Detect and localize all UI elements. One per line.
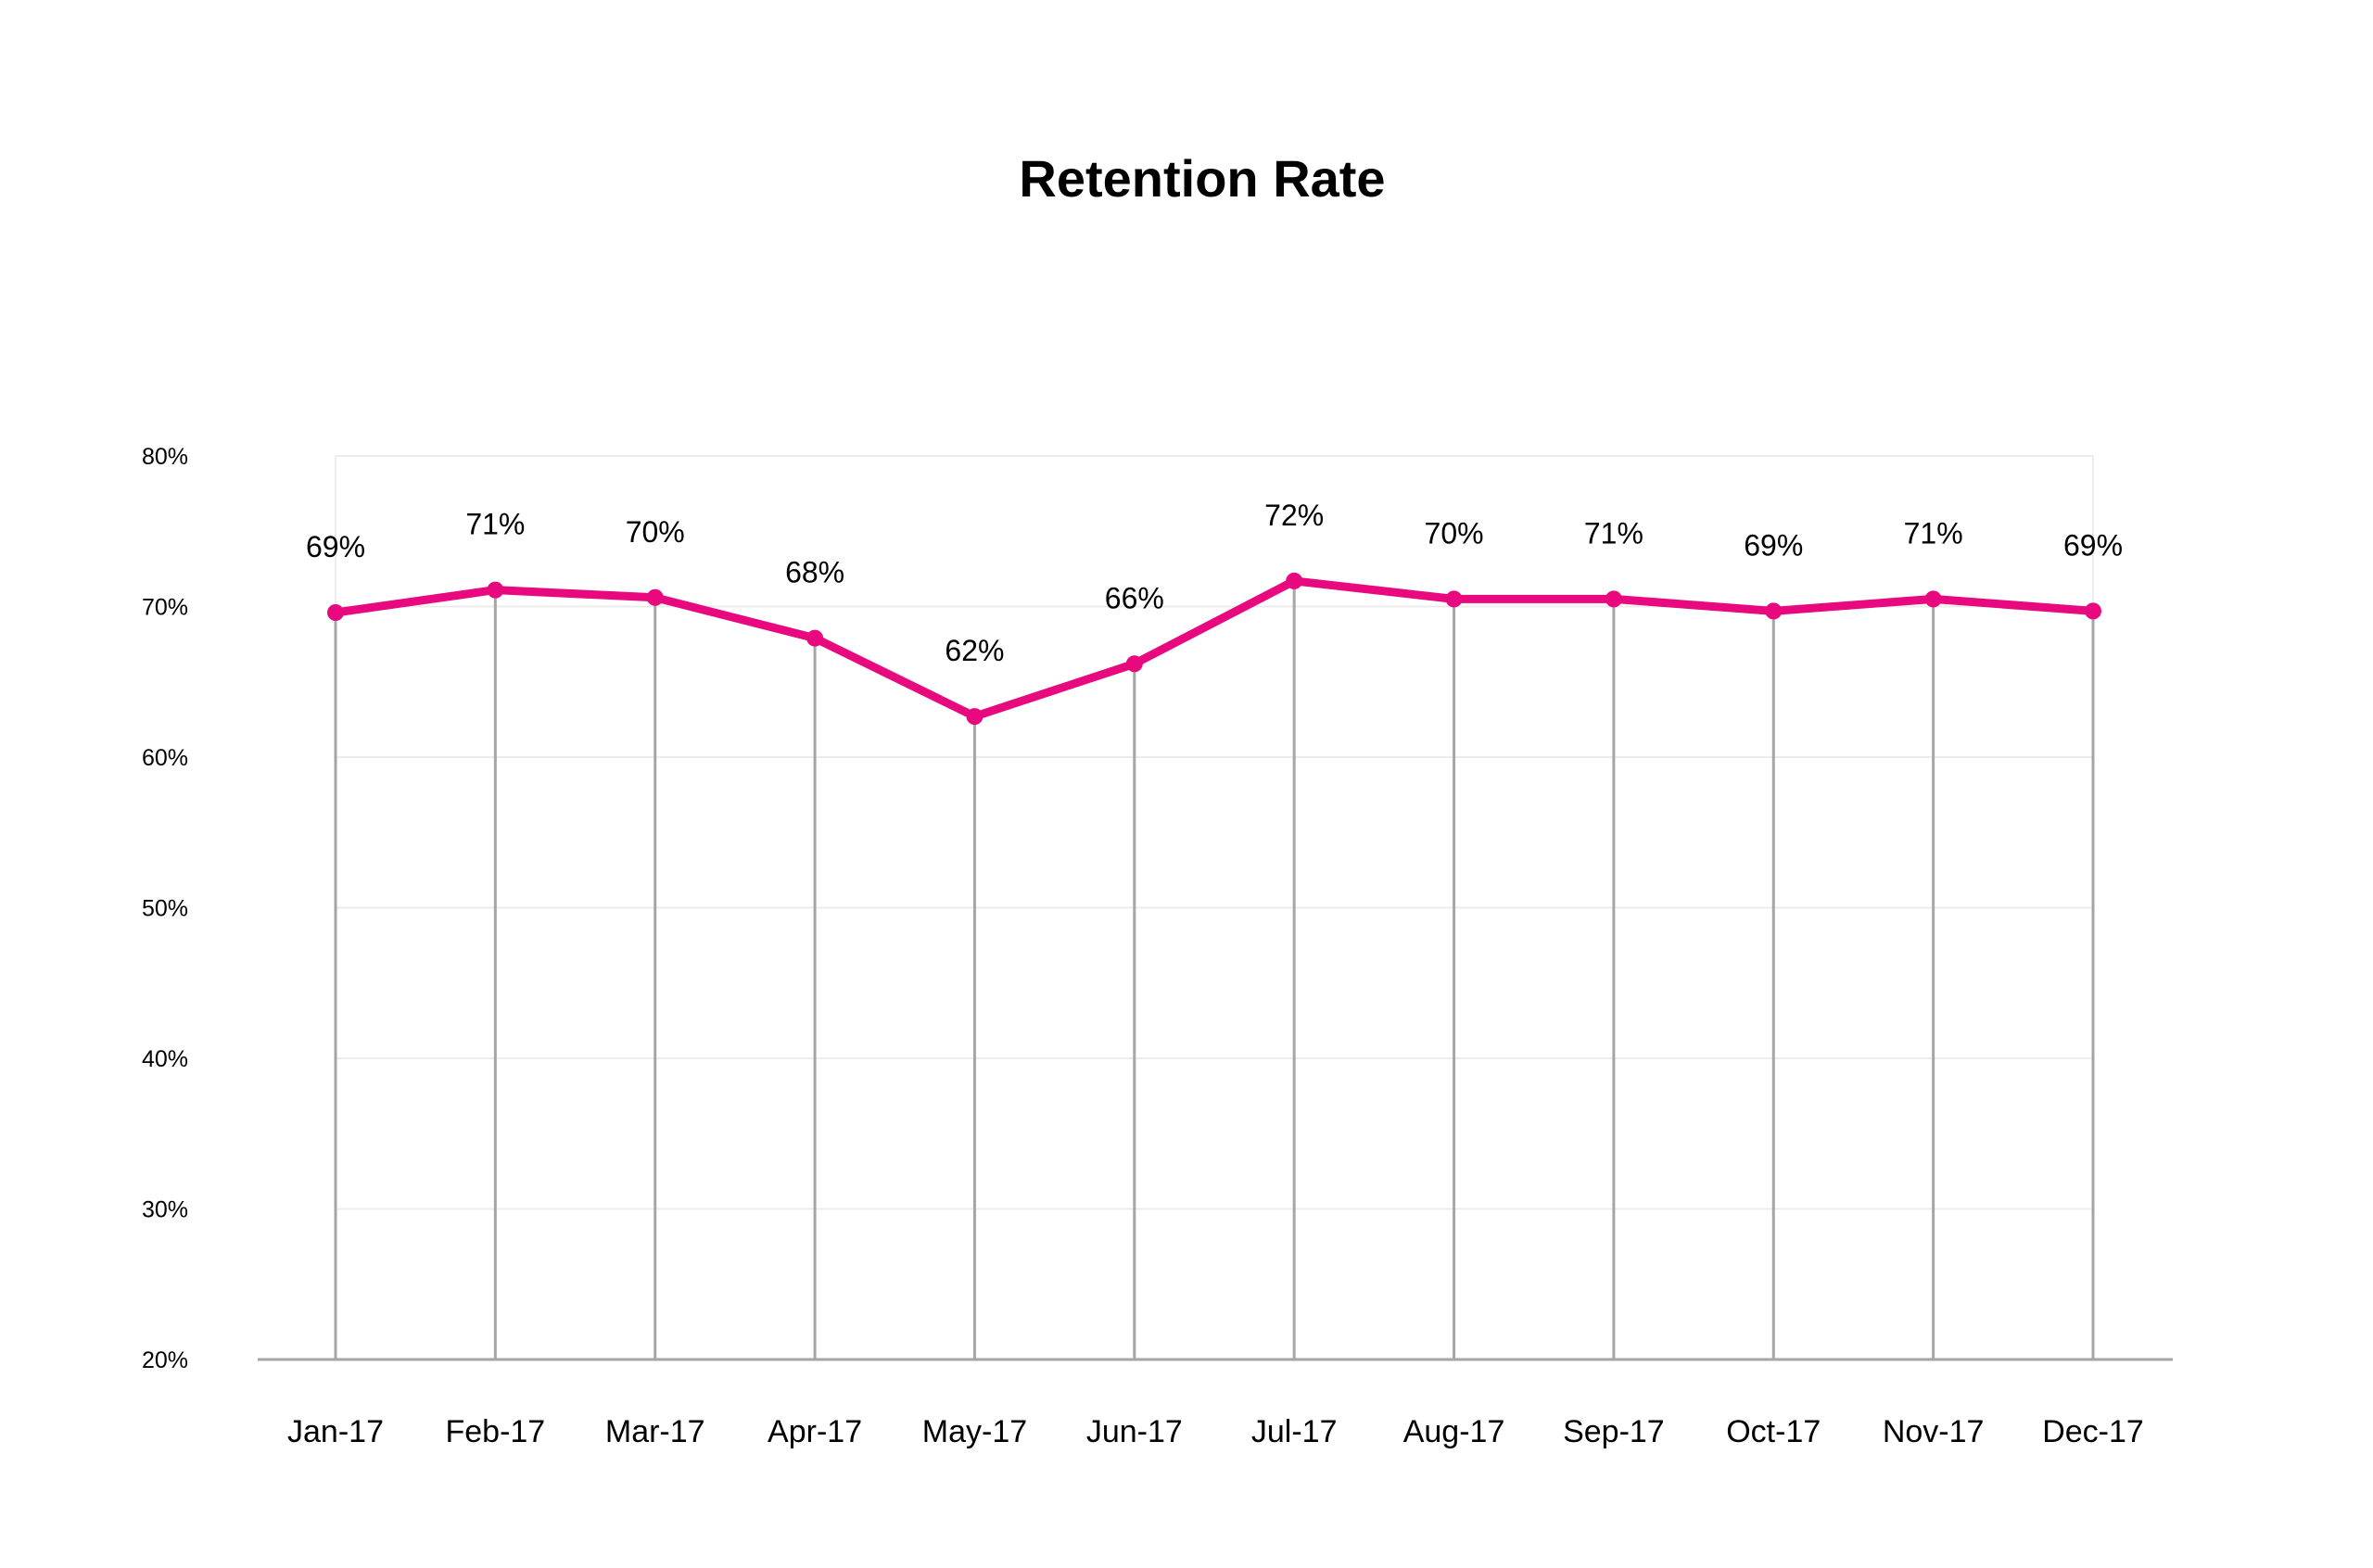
- data-label: 70%: [626, 515, 685, 549]
- y-tick-labels: 20% 30% 40% 50% 60% 70% 80%: [142, 444, 188, 1373]
- data-label: 71%: [1904, 516, 1963, 550]
- series-line: [331, 576, 2098, 721]
- data-point: [646, 588, 664, 606]
- x-tick-label: Apr-17: [768, 1414, 862, 1449]
- data-point: [327, 604, 344, 621]
- x-tick-label: May-17: [922, 1414, 1027, 1449]
- data-point: [1605, 590, 1622, 608]
- data-labels: 69% 71% 70% 68% 62% 66% 72% 70% 71% 69% 71% 69%: [306, 499, 2123, 667]
- data-point: [1765, 602, 1783, 620]
- data-point: [2085, 602, 2101, 620]
- x-tick-label: Aug-17: [1403, 1414, 1505, 1449]
- drop-lines: [334, 580, 2095, 1359]
- x-tick-label: Jul-17: [1251, 1414, 1338, 1449]
- data-label: 70%: [1425, 516, 1484, 550]
- data-point: [966, 708, 983, 726]
- series-retention: [331, 576, 2098, 721]
- y-tick-label: 80%: [142, 444, 188, 470]
- data-label: 71%: [1584, 516, 1643, 550]
- data-point: [487, 581, 504, 599]
- data-points: [327, 572, 2101, 726]
- data-point: [1924, 590, 1942, 608]
- x-tick-label: Feb-17: [445, 1414, 545, 1449]
- x-tick-label: Sep-17: [1563, 1414, 1665, 1449]
- y-tick-label: 20%: [142, 1347, 188, 1373]
- x-tick-label: Nov-17: [1883, 1414, 1985, 1449]
- y-tick-label: 60%: [142, 745, 188, 771]
- data-label: 62%: [945, 634, 1004, 667]
- data-label: 69%: [1744, 528, 1803, 562]
- x-tick-label: Jun-17: [1086, 1414, 1183, 1449]
- data-point: [1286, 572, 1303, 589]
- data-label: 69%: [306, 530, 365, 563]
- y-tick-label: 30%: [142, 1197, 188, 1223]
- data-point: [1445, 590, 1463, 608]
- chart-title: Retention Rate: [1019, 149, 1386, 208]
- data-point: [806, 629, 824, 647]
- y-tick-label: 50%: [142, 896, 188, 922]
- x-tick-label: Dec-17: [2042, 1414, 2144, 1449]
- x-tick-label: Mar-17: [605, 1414, 705, 1449]
- y-tick-label: 70%: [142, 595, 188, 621]
- data-label: 72%: [1264, 499, 1324, 532]
- y-tick-label: 40%: [142, 1046, 188, 1072]
- x-tick-labels: Jan-17 Feb-17 Mar-17 Apr-17 May-17 Jun-17 Jul-…: [287, 1414, 2144, 1449]
- data-label: 69%: [2063, 528, 2123, 562]
- data-label: 71%: [465, 508, 525, 541]
- data-label: 68%: [785, 556, 844, 589]
- x-tick-label: Oct-17: [1726, 1414, 1821, 1449]
- data-label: 66%: [1105, 581, 1164, 614]
- data-point: [1125, 655, 1143, 673]
- x-tick-label: Jan-17: [287, 1414, 384, 1449]
